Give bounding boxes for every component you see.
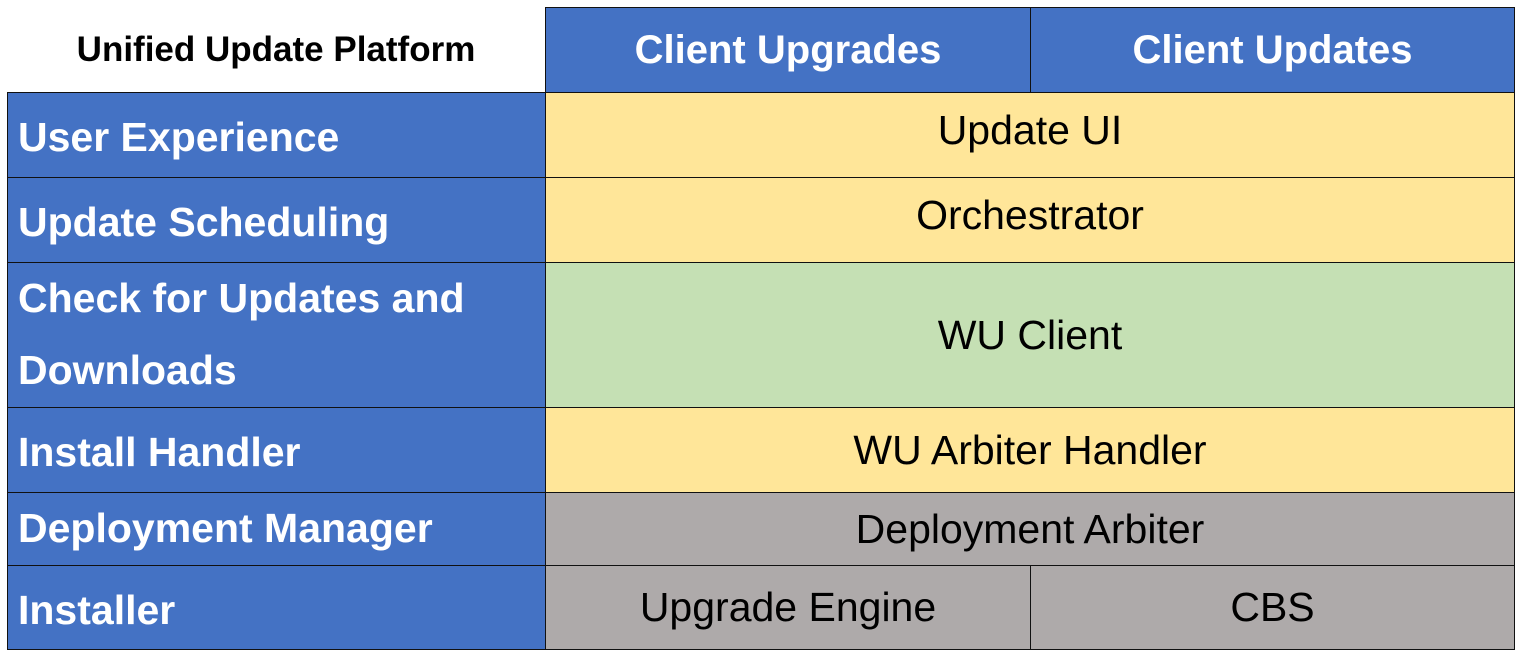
cell-orchestrator: Orchestrator <box>545 177 1515 263</box>
column-header-client-upgrades: Client Upgrades <box>545 7 1031 93</box>
cell-upgrade-engine: Upgrade Engine <box>545 565 1031 650</box>
column-header-client-updates: Client Updates <box>1030 7 1515 93</box>
row-label-install-handler: Install Handler <box>7 407 546 493</box>
row-label-update-scheduling: Update Scheduling <box>7 177 546 263</box>
cell-deployment-arbiter: Deployment Arbiter <box>545 492 1515 566</box>
cell-cbs: CBS <box>1030 565 1515 650</box>
row-label-user-experience: User Experience <box>7 92 546 178</box>
cell-update-ui: Update UI <box>545 92 1515 178</box>
platform-title: Unified Update Platform <box>76 29 476 69</box>
cell-wu-client: WU Client <box>545 262 1515 408</box>
row-label-installer: Installer <box>7 565 546 650</box>
cell-wu-arbiter-handler: WU Arbiter Handler <box>545 407 1515 493</box>
row-label-check-for-updates: Check for Updates and Downloads <box>7 262 546 408</box>
row-label-deployment-manager: Deployment Manager <box>7 492 546 566</box>
